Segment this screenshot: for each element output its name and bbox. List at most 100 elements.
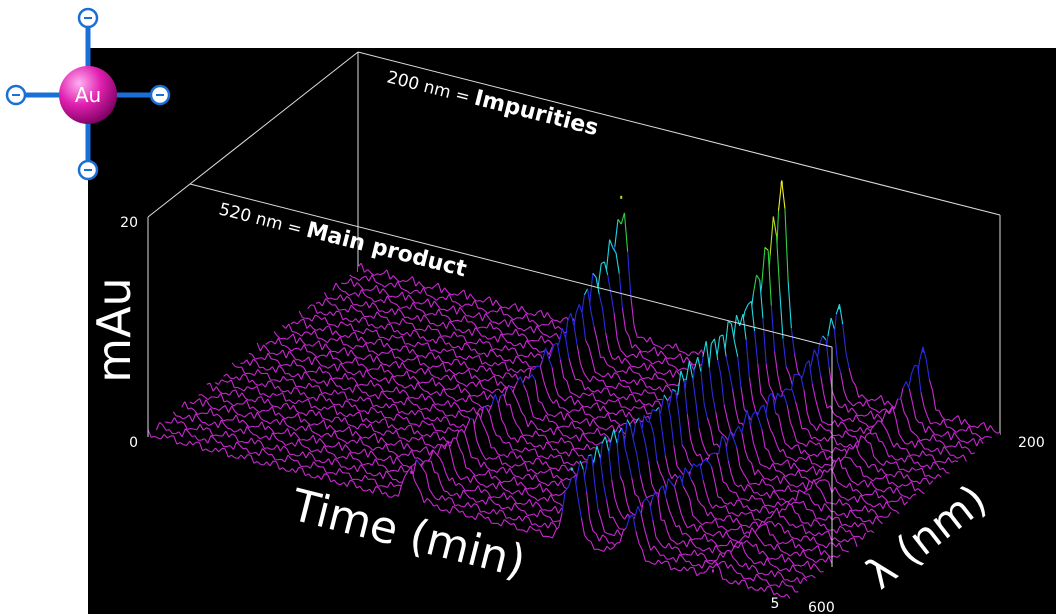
surface-line bbox=[376, 447, 379, 448]
surface-line bbox=[765, 505, 768, 506]
surface-line bbox=[823, 519, 826, 520]
surface-line bbox=[331, 325, 334, 326]
surface-line bbox=[253, 435, 256, 436]
surface-line bbox=[435, 377, 438, 378]
surface-line bbox=[827, 530, 830, 531]
surface-line bbox=[971, 426, 974, 427]
surface-line bbox=[307, 397, 310, 398]
surface-line bbox=[271, 380, 274, 381]
surface-line bbox=[585, 414, 588, 415]
surface-line bbox=[405, 344, 408, 345]
surface-line bbox=[656, 401, 659, 402]
surface-line bbox=[353, 304, 356, 305]
surface-line bbox=[835, 517, 838, 518]
surface-line bbox=[553, 521, 556, 522]
surface-line bbox=[818, 440, 821, 441]
surface-line bbox=[855, 510, 858, 511]
surface-line bbox=[581, 449, 584, 450]
surface-line bbox=[552, 442, 555, 443]
surface-line bbox=[384, 391, 387, 392]
surface-line bbox=[471, 395, 474, 396]
surface-line bbox=[476, 502, 479, 503]
surface-line bbox=[556, 521, 559, 522]
surface-line bbox=[342, 309, 345, 310]
surface-line bbox=[667, 358, 670, 359]
surface-line bbox=[742, 499, 745, 500]
surface-line bbox=[398, 385, 401, 386]
surface-line bbox=[409, 371, 412, 372]
surface-line bbox=[895, 501, 898, 502]
surface-line bbox=[734, 529, 737, 530]
surface-line bbox=[406, 323, 409, 324]
surface-line bbox=[214, 397, 217, 398]
surface-line bbox=[388, 444, 391, 445]
surface-line bbox=[608, 534, 611, 535]
surface-line bbox=[504, 314, 507, 315]
surface-line bbox=[401, 334, 404, 335]
surface-line bbox=[466, 468, 469, 469]
surface-line bbox=[847, 458, 850, 459]
surface-line bbox=[729, 513, 732, 514]
surface-line bbox=[505, 481, 508, 482]
surface-line bbox=[409, 397, 412, 398]
surface-line bbox=[384, 417, 387, 418]
surface-line bbox=[562, 465, 565, 466]
surface-line bbox=[435, 404, 438, 405]
surface-line bbox=[339, 378, 342, 379]
surface-line bbox=[412, 438, 415, 439]
surface-line bbox=[513, 449, 516, 450]
surface-line bbox=[547, 516, 550, 517]
surface-line bbox=[516, 476, 519, 477]
surface-line bbox=[527, 461, 530, 462]
surface-line bbox=[711, 560, 714, 561]
surface-line bbox=[429, 313, 432, 314]
surface-line bbox=[539, 352, 542, 353]
surface-line bbox=[681, 368, 684, 369]
surface-line bbox=[955, 461, 958, 462]
surface-line bbox=[444, 491, 447, 492]
surface-line bbox=[441, 336, 444, 337]
surface-line bbox=[531, 369, 534, 370]
surface-line bbox=[651, 393, 654, 394]
surface-line bbox=[668, 385, 671, 386]
surface-line bbox=[786, 457, 789, 458]
surface-line bbox=[754, 493, 757, 494]
surface-line bbox=[797, 503, 800, 504]
surface-line bbox=[278, 433, 281, 434]
surface-line bbox=[387, 391, 390, 392]
surface-line bbox=[399, 482, 402, 483]
surface-line bbox=[658, 378, 661, 379]
surface-line bbox=[381, 486, 384, 487]
surface-line bbox=[853, 536, 856, 537]
surface-line bbox=[929, 455, 932, 456]
surface-line bbox=[784, 580, 787, 581]
surface-line bbox=[198, 395, 201, 396]
surface-line bbox=[302, 318, 305, 319]
surface-line bbox=[833, 504, 836, 505]
surface-line bbox=[657, 399, 660, 400]
surface-line bbox=[903, 496, 906, 497]
surface-line bbox=[190, 428, 193, 429]
surface-line bbox=[660, 555, 663, 556]
surface-line bbox=[617, 371, 620, 372]
surface-line bbox=[957, 457, 960, 458]
surface-line bbox=[848, 526, 851, 527]
surface-line bbox=[499, 350, 502, 351]
surface-line bbox=[361, 384, 364, 385]
surface-line bbox=[324, 314, 327, 315]
surface-line bbox=[745, 514, 748, 515]
surface-line bbox=[910, 455, 913, 456]
surface-line bbox=[380, 407, 383, 408]
surface-line bbox=[237, 404, 240, 405]
surface-line bbox=[495, 389, 498, 390]
surface-line bbox=[820, 545, 823, 546]
surface-line bbox=[750, 484, 753, 485]
surface-line bbox=[336, 311, 339, 312]
surface-line bbox=[539, 435, 542, 436]
surface-line bbox=[378, 486, 381, 487]
surface-line bbox=[373, 378, 376, 379]
surface-line bbox=[763, 524, 766, 525]
surface-line bbox=[263, 410, 266, 411]
surface-line bbox=[366, 463, 369, 464]
surface-line bbox=[642, 378, 645, 379]
